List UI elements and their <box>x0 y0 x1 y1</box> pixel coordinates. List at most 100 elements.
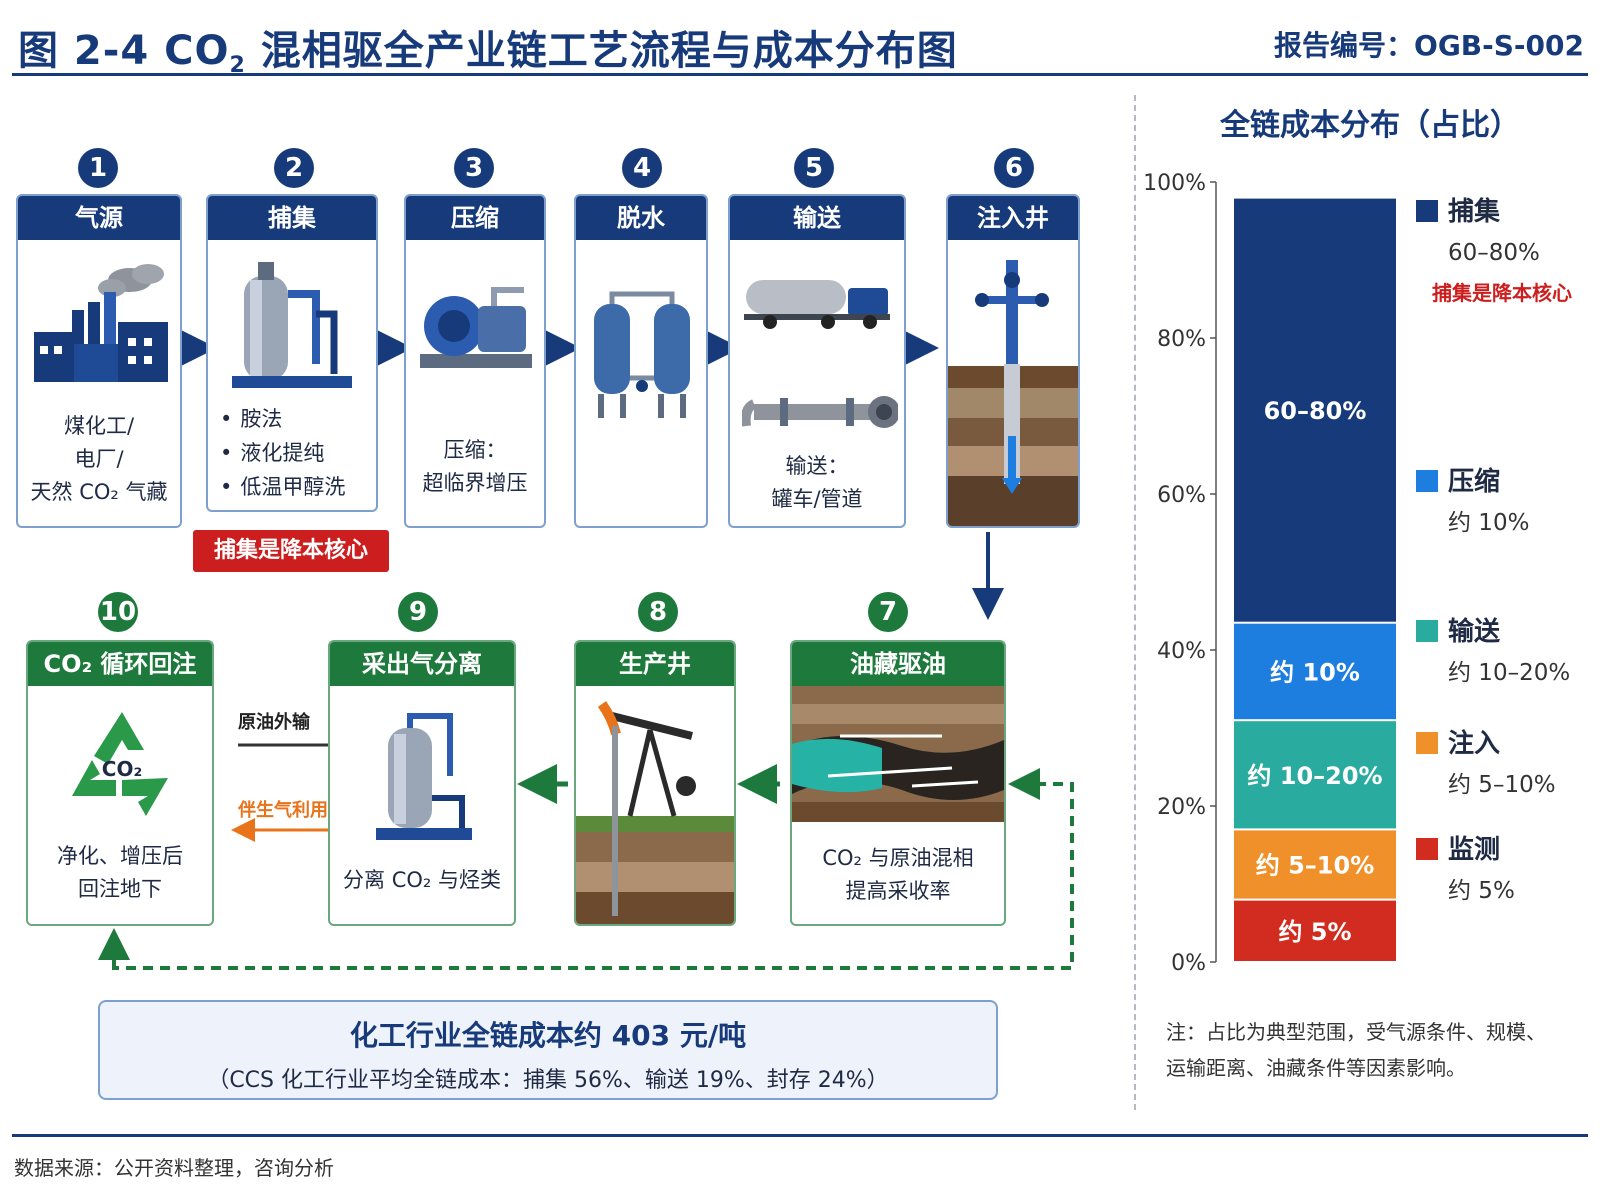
step-4-title: 脱水 <box>576 196 706 240</box>
step-1-description: 煤化工/电厂/天然 CO₂ 气藏 <box>30 414 168 504</box>
legend-swatch <box>1416 200 1438 222</box>
bar-segment-1 <box>1234 830 1396 899</box>
bar-segment-label: 约 10–20% <box>1247 762 1382 790</box>
step-8-badge: 8 <box>638 592 678 632</box>
step-8-card: 生产井 <box>574 640 736 926</box>
step-10-card: CO₂ 循环回注 CO₂ 净化、增压后 回注地下 <box>26 640 214 926</box>
legend-range: 约 5% <box>1448 878 1515 904</box>
legend-name: 捕集 <box>1448 196 1501 227</box>
bullet-item: 低温甲醇洗 <box>220 470 345 504</box>
report-number: 报告编号：OGB-S-002 <box>1274 29 1584 62</box>
legend-name: 输送 <box>1448 616 1500 647</box>
step-7-badge: 7 <box>868 592 908 632</box>
bar-segment-0 <box>1234 900 1396 961</box>
y-tick-label: 80% <box>1157 327 1206 352</box>
figure-title: 图 2-4 CO2 混相驱全产业链工艺流程与成本分布图 <box>18 28 958 78</box>
step-5-description: 输送： 罐车/管道 <box>771 454 863 511</box>
legend-swatch <box>1416 838 1438 860</box>
step-1-title: 气源 <box>18 196 180 240</box>
bar-segment-4 <box>1234 198 1396 622</box>
step-3-title: 压缩 <box>406 196 544 240</box>
step-3-card: 压缩 压缩： 超临界增压 <box>404 194 546 528</box>
step-9-badge: 9 <box>398 592 438 632</box>
y-tick-label: 100% <box>1143 171 1206 196</box>
cost-distribution-chart: 0% 20% 40% 60% 80% 100% 约 5% 约 5–10% 约 10–20% 约 1… <box>1143 171 1572 976</box>
y-tick-label: 0% <box>1171 951 1206 976</box>
bullet-item: 胺法 <box>220 402 345 436</box>
header: 图 2-4 CO2 混相驱全产业链工艺流程与成本分布图 报告编号：OGB-S-0… <box>12 14 1588 78</box>
reservoir-icon <box>792 686 1004 822</box>
legend-range: 60–80% <box>1448 240 1540 266</box>
bar-segment-label: 约 10% <box>1270 658 1360 686</box>
separator-icon <box>376 713 472 840</box>
legend-range: 约 10% <box>1448 510 1529 536</box>
tanker-truck-icon <box>744 280 890 329</box>
y-tick-label: 40% <box>1157 639 1206 664</box>
injection-well-icon <box>948 260 1078 526</box>
legend-note: 捕集是降本核心 <box>1432 281 1572 305</box>
dehydration-tanks-icon <box>594 291 690 418</box>
step-1-card: 气源 煤化工/电厂/天然 CO₂ 气藏 <box>16 194 182 528</box>
step-7-card: 油藏驱油 CO₂ 与原油混相 提高采收率 <box>790 640 1006 926</box>
recycle-loop-arrow <box>112 768 1074 970</box>
step-3-badge: 3 <box>454 148 494 188</box>
step-10-badge: 10 <box>98 592 138 632</box>
bullet-item: 液化提纯 <box>220 436 345 470</box>
step-7-title: 油藏驱油 <box>792 642 1004 686</box>
pumpjack-icon <box>576 701 734 924</box>
step-9-title: 采出气分离 <box>330 642 514 686</box>
cost-summary-box: 化工行业全链成本约 403 元/吨 （CCS 化工行业平均全链成本：捕集 56%… <box>98 1000 998 1100</box>
step-7-description: CO₂ 与原油混相 提高采收率 <box>822 846 974 903</box>
legend-range: 约 5–10% <box>1448 772 1556 798</box>
bar-segment-label: 约 5–10% <box>1256 852 1375 880</box>
compressor-icon <box>420 287 532 368</box>
y-tick-label: 60% <box>1157 483 1206 508</box>
step-10-description: 净化、增压后 回注地下 <box>57 844 183 901</box>
bar-segment-label: 约 5% <box>1278 918 1351 946</box>
y-tick-label: 20% <box>1157 795 1206 820</box>
step-6-badge: 6 <box>994 148 1034 188</box>
capture-tower-icon <box>232 262 352 388</box>
legend-swatch <box>1416 732 1438 754</box>
step-8-title: 生产井 <box>576 642 734 686</box>
legend-swatch <box>1416 620 1438 642</box>
step-5-badge: 5 <box>794 148 834 188</box>
factory-icon <box>34 264 168 382</box>
step-9-description: 分离 CO₂ 与烃类 <box>343 868 501 892</box>
step-4-card: 脱水 <box>574 194 708 528</box>
legend-name: 压缩 <box>1448 466 1500 497</box>
bar-segment-2 <box>1234 721 1396 829</box>
step-5-title: 输送 <box>730 196 904 240</box>
step-2-badge: 2 <box>274 148 314 188</box>
chart-title: 全链成本分布（占比） <box>1220 108 1520 143</box>
recycle-icon: CO₂ <box>72 712 168 816</box>
bar-segment-label: 60–80% <box>1264 397 1367 425</box>
legend-name: 注入 <box>1448 728 1500 759</box>
step-2-bullets: 胺法液化提纯低温甲醇洗 <box>220 402 345 504</box>
step-1-badge: 1 <box>78 148 118 188</box>
bar-segment-3 <box>1234 623 1396 720</box>
step-6-card: 注入井 <box>946 194 1080 528</box>
crude-export-label: 原油外输 <box>238 712 310 733</box>
step-6-title: 注入井 <box>948 196 1078 240</box>
footer-rule <box>12 1134 1588 1137</box>
step-2-title: 捕集 <box>208 196 376 240</box>
step-9-card: 采出气分离 分离 CO₂ 与烃类 <box>328 640 516 926</box>
capture-key-flag: 捕集是降本核心 <box>193 530 389 572</box>
summary-subtitle: （CCS 化工行业平均全链成本：捕集 56%、输送 19%、封存 24%） <box>207 1068 889 1093</box>
legend-range: 约 10–20% <box>1448 660 1570 686</box>
step-4-badge: 4 <box>622 148 662 188</box>
associated-gas-label: 伴生气利用 <box>238 800 328 821</box>
pipeline-icon <box>742 396 898 428</box>
step-3-description: 压缩： 超临界增压 <box>422 438 528 495</box>
step-10-title: CO₂ 循环回注 <box>28 642 212 686</box>
section-divider <box>1134 95 1136 1110</box>
summary-title: 化工行业全链成本约 403 元/吨 <box>349 1019 747 1052</box>
step-5-card: 输送 输送： 罐车/管道 <box>728 194 906 528</box>
data-source: 数据来源：公开资料整理，咨询分析 <box>14 1156 334 1180</box>
legend-name: 监测 <box>1448 835 1500 865</box>
legend-swatch <box>1416 470 1438 492</box>
chart-note: 注：占比为典型范围，受气源条件、规模、 运输距离、油藏条件等因素影响。 <box>1166 1020 1546 1080</box>
step-2-card: 捕集 胺法液化提纯低温甲醇洗 <box>206 194 378 512</box>
recycle-co2-label: CO₂ <box>102 757 142 781</box>
